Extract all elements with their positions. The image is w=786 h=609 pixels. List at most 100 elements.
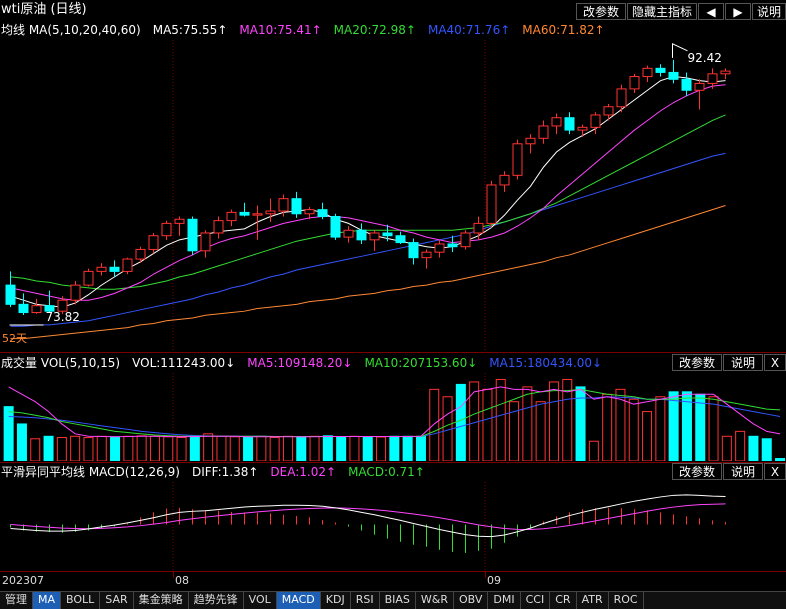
- candle-body: [57, 299, 68, 312]
- indicator-tabs: 管理 MA BOLL SAR 集金策略 趋势先锋 VOL MACD KDJ RSI BIAS W&R O…: [0, 591, 786, 609]
- candle-body: [421, 251, 432, 259]
- tab-rsi[interactable]: RSI: [351, 592, 380, 609]
- candle-body: [486, 184, 497, 224]
- candle: [473, 216, 484, 240]
- tab-item-0[interactable]: 管理: [0, 592, 33, 609]
- candle-body: [707, 73, 718, 84]
- vol-buttons-btn-1[interactable]: 说明: [723, 354, 763, 371]
- header-buttons-btn-3[interactable]: ▶: [725, 3, 751, 20]
- candle-body: [447, 243, 458, 248]
- macd-diff-line: [10, 494, 726, 538]
- volume-bar: [708, 396, 719, 461]
- tab-sar[interactable]: SAR: [100, 592, 134, 609]
- volume-bar: [136, 435, 147, 461]
- candle: [707, 68, 718, 89]
- macd-buttons-btn-1[interactable]: 说明: [723, 463, 763, 480]
- header-buttons-btn-4[interactable]: 说明: [752, 3, 786, 20]
- tab-kdj[interactable]: KDJ: [321, 592, 351, 609]
- candle: [408, 238, 419, 265]
- candle-body: [551, 117, 562, 127]
- tab-roc[interactable]: ROC: [609, 592, 644, 609]
- candle: [577, 124, 588, 137]
- macd-buttons-btn-0[interactable]: 改参数: [672, 463, 722, 480]
- volume-bar: [229, 436, 240, 461]
- volume-bar: [163, 436, 174, 461]
- volume-bar: [402, 435, 413, 461]
- chart-header: wti原油 (日线): [0, 0, 786, 20]
- volume-bar: [30, 438, 41, 461]
- vol-buttons-btn-0[interactable]: 改参数: [672, 354, 722, 371]
- macd-dea-line: [10, 503, 726, 531]
- date-axis: 202307 08 09: [0, 571, 786, 592]
- vol-buttons-btn-2[interactable]: X: [764, 354, 786, 371]
- candle: [330, 213, 341, 240]
- candle: [668, 59, 679, 84]
- candle-body: [408, 242, 419, 259]
- volume-bar: [376, 436, 387, 461]
- tab-atr[interactable]: ATR: [577, 592, 609, 609]
- date-label-1: 08: [175, 574, 189, 587]
- volume-bar: [655, 396, 666, 461]
- candle-body: [369, 232, 380, 241]
- ma-legend-item-4: MA60:71.82↑: [522, 23, 605, 37]
- ma-legend-item-0: MA5:75.55↑: [152, 23, 228, 37]
- candle: [499, 171, 510, 192]
- candle: [5, 271, 16, 308]
- candle-body: [395, 235, 406, 244]
- candle: [278, 194, 289, 217]
- price-chart[interactable]: 92.42 73.82 52天: [0, 40, 786, 350]
- candle-body: [668, 71, 679, 80]
- candle-body: [135, 248, 146, 260]
- volume-bar: [123, 435, 134, 461]
- volume-bar: [775, 458, 786, 461]
- macd-legend-label: 平滑异同平均线 MACD(12,26,9): [1, 465, 180, 479]
- tab-w-r[interactable]: W&R: [416, 592, 454, 609]
- tab-item-5[interactable]: 趋势先锋: [189, 592, 244, 609]
- candle-body: [525, 137, 536, 145]
- candle: [343, 226, 354, 243]
- candle: [681, 72, 692, 96]
- vol-legend-item-1: MA5:109148.20↓: [247, 356, 353, 370]
- tab-bias[interactable]: BIAS: [380, 592, 416, 609]
- tab-macd[interactable]: MACD: [276, 592, 321, 609]
- tab-ma[interactable]: MA: [33, 592, 62, 609]
- candle-body: [109, 266, 120, 272]
- candle: [694, 79, 705, 110]
- volume-bar: [110, 436, 121, 461]
- candle-body: [304, 209, 315, 215]
- volume-bar: [16, 423, 27, 461]
- candle: [161, 220, 172, 240]
- tab-vol[interactable]: VOL: [244, 592, 277, 609]
- candle-body: [161, 222, 172, 237]
- candle-body: [44, 305, 55, 312]
- days-label: 52天: [2, 332, 27, 345]
- candle: [369, 230, 380, 251]
- header-buttons-btn-1[interactable]: 隐藏主指标: [627, 3, 697, 20]
- candle-body: [577, 126, 588, 131]
- candle-body: [70, 284, 81, 301]
- tab-obv[interactable]: OBV: [454, 592, 489, 609]
- header-buttons-btn-0[interactable]: 改参数: [576, 3, 626, 20]
- volume-bar: [389, 435, 400, 461]
- tab-cci[interactable]: CCI: [521, 592, 551, 609]
- vol-legend-label: 成交量 VOL(5,10,15): [1, 356, 121, 370]
- tab-boll[interactable]: BOLL: [61, 592, 101, 609]
- candle-body: [174, 218, 185, 224]
- header-buttons-btn-2[interactable]: ◀: [698, 3, 724, 20]
- candle-body: [291, 198, 302, 215]
- volume-bar: [509, 401, 520, 461]
- tab-cr[interactable]: CR: [550, 592, 577, 609]
- macd-buttons-btn-2[interactable]: X: [764, 463, 786, 480]
- candle-body: [642, 67, 653, 78]
- volume-chart[interactable]: [0, 373, 786, 461]
- candle: [187, 216, 198, 255]
- tab-item-4[interactable]: 集金策略: [134, 592, 189, 609]
- volume-bar: [455, 383, 466, 461]
- tab-dmi[interactable]: DMI: [488, 592, 521, 609]
- candle: [486, 180, 497, 228]
- vol-legend-item-3: MA15:180434.00↓: [489, 356, 603, 370]
- macd-chart[interactable]: [0, 482, 786, 571]
- candle: [44, 290, 55, 313]
- vol-legend: 成交量 VOL(5,10,15) VOL:111243.00↓ MA5:109148…: [1, 353, 614, 373]
- volume-bar: [282, 435, 293, 461]
